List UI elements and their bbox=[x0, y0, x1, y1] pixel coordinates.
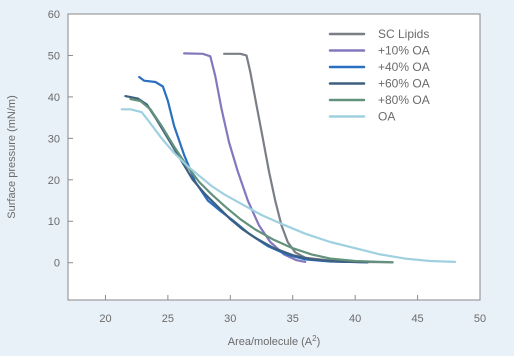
x-axis-label: Area/molecule (A2) bbox=[228, 334, 321, 348]
y-tick-label: 10 bbox=[48, 216, 60, 228]
y-tick-label: 0 bbox=[54, 258, 60, 270]
x-tick-label: 45 bbox=[411, 313, 423, 325]
x-axis-label-text: Area/molecule (A bbox=[228, 336, 313, 348]
x-tick-label: 40 bbox=[349, 313, 361, 325]
y-tick-label: 50 bbox=[48, 50, 60, 62]
x-tick-label: 35 bbox=[287, 313, 299, 325]
x-axis-label-superscript: 2 bbox=[312, 334, 317, 343]
y-tick-label: 60 bbox=[48, 9, 60, 21]
x-tick-label: 30 bbox=[224, 313, 236, 325]
series-line bbox=[120, 108, 457, 263]
y-axis-label: Surface pressure (mN/m) bbox=[6, 95, 18, 218]
y-tick-label: 20 bbox=[48, 175, 60, 187]
y-tick-label: 40 bbox=[48, 92, 60, 104]
legend-label: +80% OA bbox=[378, 93, 430, 107]
legend-label: +40% OA bbox=[378, 60, 430, 74]
x-tick-label: 50 bbox=[474, 313, 486, 325]
y-tick-label: 30 bbox=[48, 133, 60, 145]
x-axis-label-close: ) bbox=[317, 336, 321, 348]
legend-label: +60% OA bbox=[378, 77, 430, 91]
x-tick-label: 20 bbox=[99, 313, 111, 325]
legend-label: SC Lipids bbox=[378, 27, 429, 41]
legend: SC Lipids +10% OA +40% OA +60% OA +80% OA OA bbox=[328, 27, 430, 124]
x-tick-label: 25 bbox=[162, 313, 174, 325]
y-axis: 0 10 20 30 40 50 60 bbox=[48, 9, 73, 270]
x-axis: 20 25 30 35 40 45 50 bbox=[99, 295, 486, 325]
series-lines bbox=[120, 52, 457, 264]
legend-label: +10% OA bbox=[378, 44, 430, 58]
legend-label: OA bbox=[378, 110, 395, 124]
plot-area bbox=[67, 13, 481, 301]
series-line bbox=[129, 97, 394, 264]
